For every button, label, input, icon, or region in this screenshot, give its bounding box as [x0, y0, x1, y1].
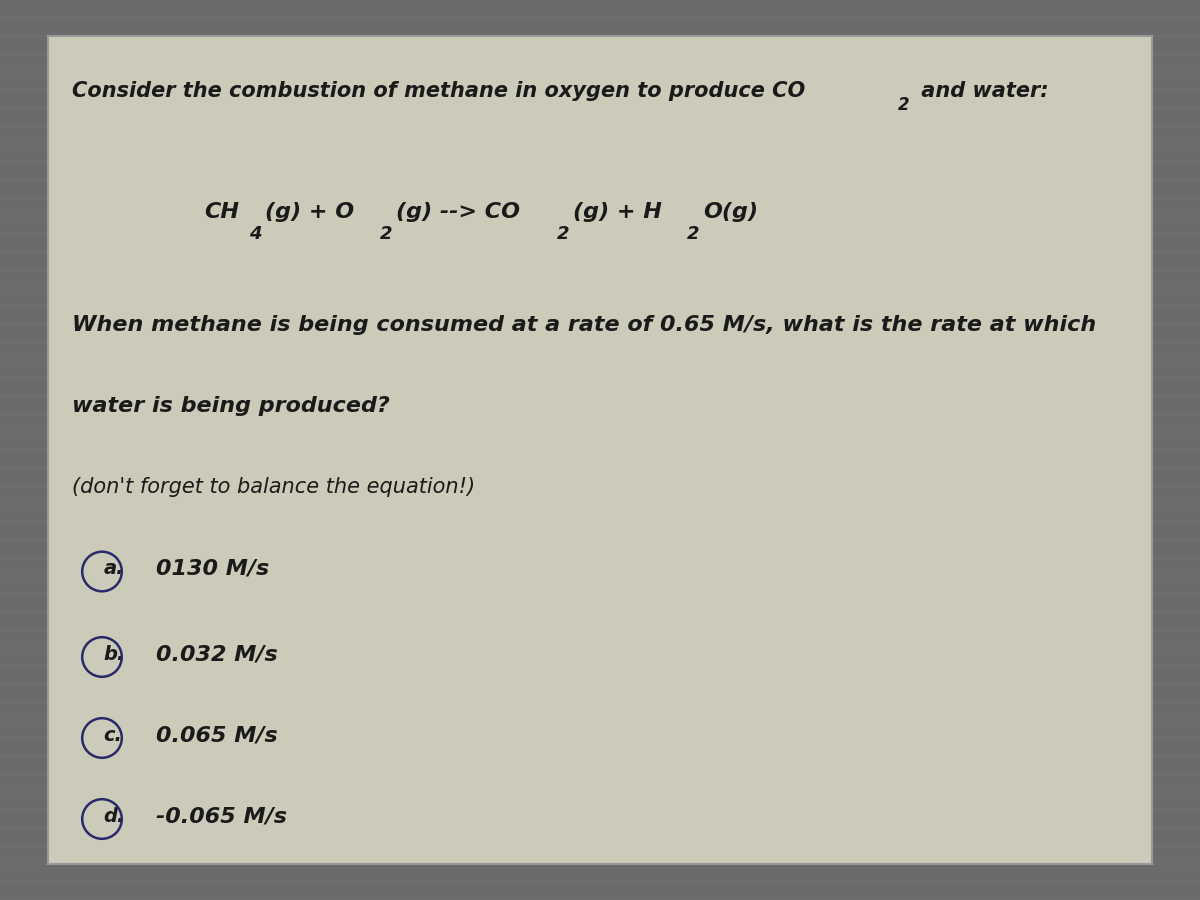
Text: (don't forget to balance the equation!): (don't forget to balance the equation!): [72, 477, 475, 497]
Text: Consider the combustion of methane in oxygen to produce CO: Consider the combustion of methane in ox…: [72, 81, 805, 101]
Text: 2: 2: [688, 225, 700, 243]
FancyBboxPatch shape: [48, 36, 1152, 864]
Text: d.: d.: [103, 806, 125, 826]
Text: 4: 4: [250, 225, 262, 243]
Text: 2: 2: [557, 225, 569, 243]
Text: CH: CH: [204, 202, 239, 222]
Text: 0.032 M/s: 0.032 M/s: [156, 644, 277, 664]
Text: (g) + H: (g) + H: [572, 202, 661, 222]
Text: and water:: and water:: [914, 81, 1049, 101]
Text: water is being produced?: water is being produced?: [72, 396, 390, 416]
Text: 2: 2: [380, 225, 392, 243]
Text: b.: b.: [103, 644, 125, 664]
Text: c.: c.: [103, 725, 122, 745]
Text: 0130 M/s: 0130 M/s: [156, 559, 269, 579]
Text: -0.065 M/s: -0.065 M/s: [156, 806, 287, 826]
Text: a.: a.: [103, 559, 124, 579]
Text: O(g): O(g): [703, 202, 758, 222]
Text: 0.065 M/s: 0.065 M/s: [156, 725, 277, 745]
Text: 2: 2: [898, 96, 910, 114]
Text: (g) --> CO: (g) --> CO: [396, 202, 521, 222]
Text: When methane is being consumed at a rate of 0.65 M/s, what is the rate at which: When methane is being consumed at a rate…: [72, 315, 1097, 335]
Text: (g) + O: (g) + O: [265, 202, 354, 222]
